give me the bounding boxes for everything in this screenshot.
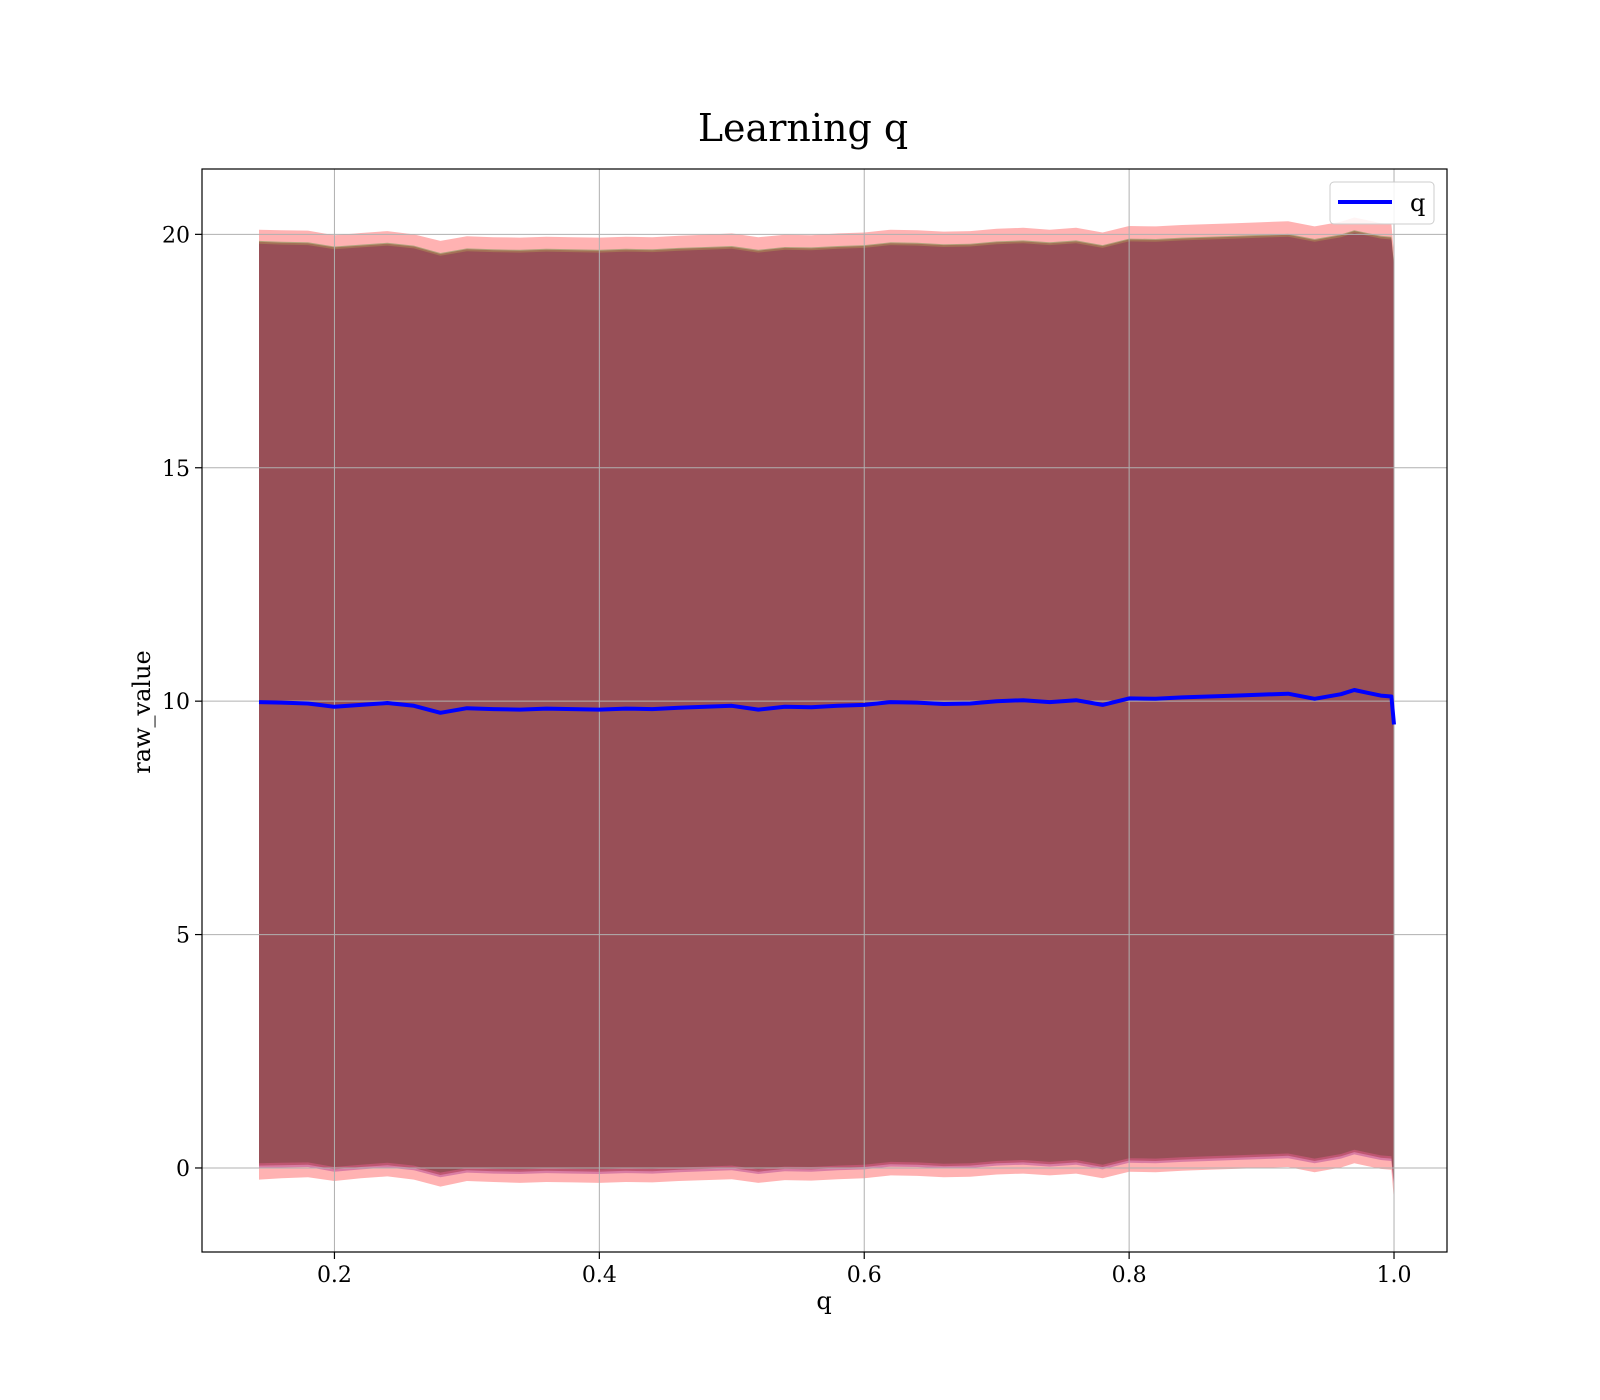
y-axis-label: raw_value	[128, 650, 156, 774]
plot-frame	[201, 168, 1448, 1253]
plot-area	[201, 168, 1448, 1253]
y-tick-label: 10	[162, 690, 190, 715]
series-lines	[258, 688, 1396, 725]
x-tick-label: 1.0	[1377, 1263, 1412, 1288]
legend-label-q: q	[1410, 189, 1425, 217]
band-area-4	[259, 231, 1394, 1187]
x-axis-ticks: 0.2 0.4 0.6 0.8 1.0	[317, 1252, 1412, 1288]
band-area-1	[259, 217, 1394, 1201]
y-tick-label: 5	[176, 924, 190, 949]
x-tick-label: 0.2	[317, 1263, 352, 1288]
x-axis-label: q	[816, 1287, 831, 1315]
y-tick-label: 15	[162, 457, 190, 482]
series-line-q	[258, 688, 1396, 725]
y-tick-label: 0	[176, 1157, 190, 1182]
chart-title: Learning q	[698, 106, 908, 150]
x-tick-label: 0.4	[582, 1263, 617, 1288]
x-tick-label: 0.8	[1112, 1263, 1147, 1288]
legend: q	[1329, 181, 1435, 225]
x-tick-label: 0.6	[847, 1263, 882, 1288]
y-axis-ticks: 0 5 10 15 20	[162, 223, 202, 1182]
y-tick-label: 20	[162, 223, 190, 248]
confidence-bands	[259, 217, 1394, 1201]
band-area-3	[259, 233, 1394, 1189]
